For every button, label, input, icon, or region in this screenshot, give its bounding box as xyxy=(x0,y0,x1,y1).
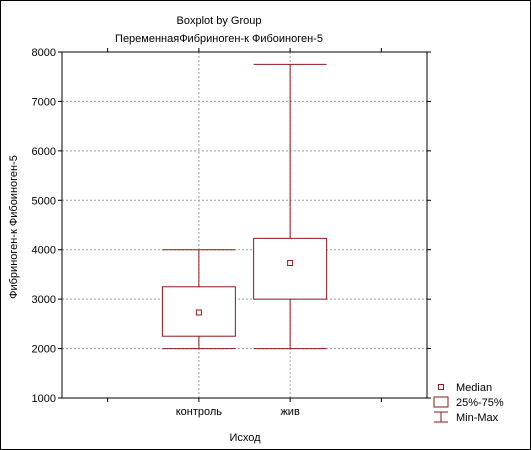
chart-title: Boxplot by Group xyxy=(177,15,262,27)
legend-label: Median xyxy=(456,382,492,394)
box-iqr xyxy=(253,237,328,300)
median-marker xyxy=(195,309,202,316)
legend-median-icon xyxy=(438,384,444,390)
legend-box-icon xyxy=(433,396,449,408)
y-axis-label: Фибриноген-к Фибоиноген-5 xyxy=(8,155,20,299)
y-tick-label: 5000 xyxy=(32,195,56,207)
y-tick-label: 3000 xyxy=(32,294,56,306)
x-tick-label: контроль xyxy=(176,406,223,418)
legend-label: Min-Max xyxy=(456,412,499,424)
x-tick-label: жив xyxy=(280,406,300,418)
y-tick-label: 4000 xyxy=(32,245,56,257)
y-tick-label: 2000 xyxy=(32,344,56,356)
legend: Median 25%-75% Min-Max xyxy=(433,382,504,424)
y-tick-label: 7000 xyxy=(32,96,56,108)
median-marker xyxy=(287,260,294,267)
plot-border xyxy=(61,51,428,399)
y-tick-label: 8000 xyxy=(32,47,56,59)
y-tick-label: 6000 xyxy=(32,146,56,158)
legend-label: 25%-75% xyxy=(456,397,504,409)
chart-subtitle: ПеременнаяФибриноген-к Фибоиноген-5 xyxy=(115,33,323,45)
plot-area: 1000 2000 3000 4000 5000 6000 7000 8000 контроль… xyxy=(32,47,431,418)
y-tick-label: 1000 xyxy=(32,393,56,405)
x-axis-label: Исход xyxy=(229,432,261,444)
